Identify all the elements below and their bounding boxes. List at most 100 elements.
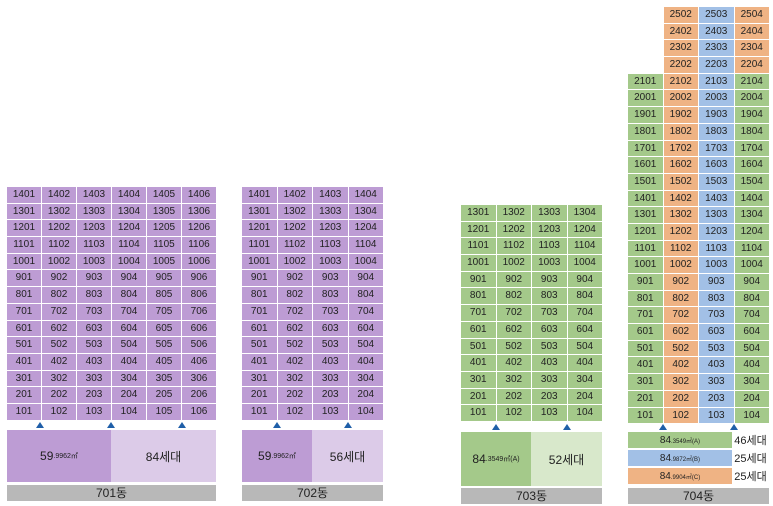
building-name-702: 702동 (242, 485, 383, 501)
unit-906: 906 (182, 270, 216, 287)
unit-1803: 1803 (699, 123, 734, 140)
unit-1202: 1202 (663, 223, 698, 240)
unit-202: 202 (277, 387, 312, 403)
unit-1003: 1003 (699, 257, 734, 273)
unit-1106: 1106 (182, 237, 216, 253)
unit-506: 506 (182, 337, 216, 353)
unit-1403: 1403 (313, 187, 348, 203)
unit-1504: 1504 (734, 173, 769, 190)
unit-304: 304 (348, 370, 383, 387)
unit-802: 802 (42, 287, 76, 303)
unit-2104: 2104 (734, 73, 769, 90)
unit-105: 105 (147, 403, 181, 420)
unit-1205: 1205 (147, 220, 181, 237)
unit-1502: 1502 (663, 173, 698, 190)
unit-1901: 1901 (628, 107, 663, 123)
unit-1302: 1302 (42, 203, 76, 220)
unit-2102: 2102 (663, 73, 698, 90)
unit-2001: 2001 (628, 90, 663, 107)
unit-902: 902 (663, 274, 698, 290)
unit-801: 801 (242, 287, 277, 303)
unit-503: 503 (699, 340, 734, 357)
unit-2004: 2004 (734, 90, 769, 107)
unit-1304: 1304 (112, 203, 146, 220)
unit-702: 702 (663, 307, 698, 324)
unit-2103: 2103 (699, 73, 734, 90)
unit-502: 502 (42, 337, 76, 353)
unit-903: 903 (77, 270, 111, 287)
unit-204: 204 (734, 390, 769, 407)
unit-802: 802 (277, 287, 312, 303)
unit-304: 304 (567, 371, 602, 388)
unit-1001: 1001 (7, 253, 41, 270)
unit-1902: 1902 (663, 107, 698, 123)
unit-1403: 1403 (699, 190, 734, 207)
unit-2403: 2403 (699, 23, 734, 40)
building-name-703: 703동 (461, 488, 602, 504)
entrance-arrow-icon (36, 422, 44, 428)
unit-102: 102 (496, 405, 531, 421)
unit-301: 301 (7, 370, 41, 387)
unit-2204: 2204 (734, 57, 769, 73)
unit-803: 803 (77, 287, 111, 303)
unit-1005: 1005 (147, 253, 181, 270)
unit-grid-704: 2502 2503 2504 2402 2403 2404 2302 2303 2304 2202… (628, 7, 769, 424)
unit-1001: 1001 (242, 253, 277, 270)
unit-803: 803 (699, 290, 734, 307)
unit-1202: 1202 (42, 220, 76, 237)
unit-403: 403 (313, 353, 348, 370)
unit-1305: 1305 (147, 203, 181, 220)
unit-203: 203 (313, 387, 348, 403)
unit-904: 904 (112, 270, 146, 287)
unit-804: 804 (348, 287, 383, 303)
unit-1201: 1201 (242, 220, 277, 237)
unit-104: 104 (348, 403, 383, 420)
unit-area-702: 59.9962㎡ (242, 430, 312, 482)
unit-601: 601 (7, 320, 41, 337)
unit-702: 702 (277, 303, 312, 320)
unit-402: 402 (496, 355, 531, 371)
unit-1004: 1004 (567, 255, 602, 271)
unit-1404: 1404 (734, 190, 769, 207)
unit-403: 403 (699, 357, 734, 374)
unit-1004: 1004 (348, 253, 383, 270)
unit-101: 101 (628, 407, 663, 424)
unit-info-701: 59.9962㎡ 84세대 (7, 430, 216, 482)
unit-103: 103 (313, 403, 348, 420)
unit-301: 301 (461, 371, 496, 388)
unit-104: 104 (112, 403, 146, 420)
unit-604: 604 (734, 324, 769, 340)
unit-802: 802 (496, 288, 531, 305)
unit-604: 604 (348, 320, 383, 337)
unit-702: 702 (42, 303, 76, 320)
unit-701: 701 (628, 307, 663, 324)
unit-601: 601 (242, 320, 277, 337)
unit-2302: 2302 (663, 40, 698, 57)
unit-801: 801 (461, 288, 496, 305)
unit-202: 202 (496, 388, 531, 405)
unit-1103: 1103 (77, 237, 111, 253)
unit-1302: 1302 (277, 203, 312, 220)
unit-102: 102 (42, 403, 76, 420)
legend-row-c: 84.9904㎡(C) 25세대 (628, 468, 769, 484)
unit-202: 202 (42, 387, 76, 403)
unit-1604: 1604 (734, 157, 769, 173)
unit-1402: 1402 (42, 187, 76, 203)
empty-slot (628, 24, 663, 40)
unit-502: 502 (663, 340, 698, 357)
unit-501: 501 (628, 340, 663, 357)
unit-2402: 2402 (663, 23, 698, 40)
unit-602: 602 (663, 324, 698, 340)
unit-1903: 1903 (699, 107, 734, 123)
unit-904: 904 (734, 274, 769, 290)
unit-302: 302 (42, 370, 76, 387)
empty-slot (628, 57, 663, 73)
unit-1301: 1301 (628, 207, 663, 223)
unit-804: 804 (112, 287, 146, 303)
unit-104: 104 (734, 407, 769, 424)
unit-401: 401 (7, 353, 41, 370)
unit-1704: 1704 (734, 140, 769, 157)
unit-905: 905 (147, 270, 181, 287)
unit-1002: 1002 (42, 253, 76, 270)
unit-404: 404 (567, 355, 602, 371)
